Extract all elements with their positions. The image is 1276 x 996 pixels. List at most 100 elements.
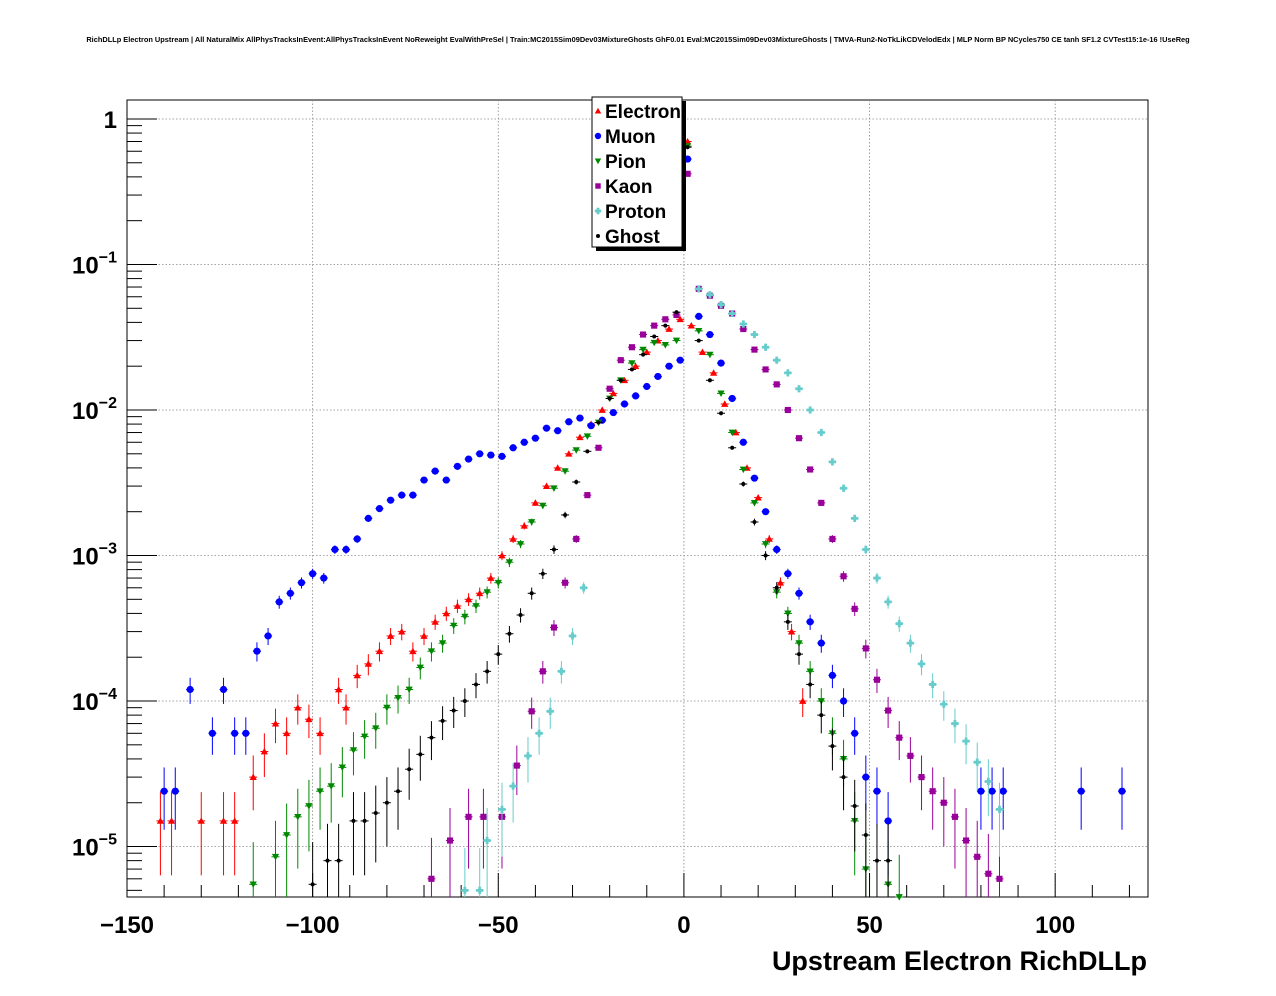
kaon-point	[584, 492, 591, 499]
pion-point	[550, 485, 558, 492]
electron-point	[453, 602, 462, 609]
pion-point	[438, 640, 447, 647]
ghost-point	[785, 619, 790, 624]
muon-point	[531, 434, 540, 442]
kaon-point	[428, 875, 435, 882]
electron-point	[219, 817, 228, 824]
muon-point	[242, 729, 250, 737]
proton-point	[862, 545, 870, 554]
ghost-point	[629, 367, 634, 372]
y-tick-label: 1	[104, 107, 117, 134]
proton-point	[568, 632, 577, 640]
electron-point	[442, 609, 450, 617]
proton-point	[951, 719, 959, 728]
proton-point	[476, 886, 484, 894]
pion-point	[639, 346, 647, 354]
muon-point	[487, 451, 495, 459]
muon-point	[851, 729, 859, 737]
muon-point	[817, 639, 825, 647]
kaon-point	[807, 466, 814, 473]
proton-point	[717, 301, 725, 309]
pion-point	[739, 466, 747, 474]
proton-point	[906, 639, 914, 647]
ghost-point	[685, 145, 690, 150]
proton-point	[546, 707, 554, 715]
muon-point	[761, 508, 770, 516]
kaon-point	[513, 762, 520, 769]
legend-label-ghost: Ghost	[605, 227, 661, 248]
proton-point	[535, 729, 543, 737]
proton-point	[817, 428, 825, 437]
electron-point	[197, 817, 205, 824]
kaon-point	[951, 813, 958, 820]
muon-point	[286, 589, 294, 597]
ghost-point	[373, 811, 378, 816]
x-tick-label: −50	[478, 912, 519, 939]
muon-point	[784, 570, 792, 578]
proton-series	[460, 285, 1004, 897]
ghost-point	[696, 338, 701, 343]
muon-point	[750, 474, 759, 482]
y-tick-label: 10−4	[72, 686, 117, 716]
muon-point	[264, 632, 272, 640]
muon-point	[977, 787, 985, 795]
muon-point	[620, 400, 629, 408]
proton-point	[784, 369, 792, 377]
electron-series	[156, 137, 807, 876]
ghost-point	[462, 699, 467, 704]
grid-lines	[127, 100, 1148, 897]
muon-point	[739, 438, 747, 446]
muon-point	[275, 598, 283, 606]
legend: Electron Muon Pion Kaon Proton Ghost	[591, 96, 686, 251]
muon-point	[171, 787, 179, 795]
kaon-point	[617, 357, 624, 364]
legend-label-pion: Pion	[605, 152, 646, 173]
muon-point	[706, 330, 714, 339]
pion-point	[761, 541, 770, 548]
proton-point	[509, 782, 517, 790]
pion-point	[472, 603, 480, 610]
muon-point	[219, 685, 228, 694]
electron-point	[487, 574, 495, 581]
muon-point	[717, 359, 725, 367]
electron-point	[665, 325, 673, 332]
pion-point	[784, 610, 792, 618]
x-tick-label: 0	[677, 912, 690, 939]
ghost-point	[529, 591, 534, 596]
muon-point	[632, 392, 640, 400]
pion-point	[672, 337, 681, 345]
electron-point	[787, 627, 796, 635]
kaon-point	[818, 499, 825, 506]
x-tick-label: −100	[286, 912, 340, 939]
proton-point	[498, 805, 506, 813]
kaon-point	[740, 325, 747, 333]
pion-point	[717, 390, 725, 398]
electron-point	[249, 773, 257, 780]
kaon-point	[673, 311, 680, 319]
muon-point	[509, 444, 517, 452]
proton-point	[695, 285, 703, 293]
kaon-point	[595, 444, 602, 451]
electron-point	[542, 482, 551, 489]
kaon-point	[539, 668, 546, 675]
ghost-point	[518, 613, 523, 618]
muon-point	[387, 496, 395, 504]
proton-point	[483, 836, 491, 845]
ghost-point	[507, 631, 512, 636]
electron-point	[687, 322, 695, 329]
pion-point	[427, 648, 436, 655]
proton-point	[773, 356, 781, 364]
electron-point	[565, 450, 573, 457]
muon-point	[431, 467, 439, 475]
electron-point	[476, 589, 484, 597]
y-tick-label: 10−5	[72, 832, 117, 862]
muon-point	[988, 787, 996, 795]
electron-point	[643, 348, 651, 355]
proton-point	[929, 680, 937, 689]
proton-point	[761, 343, 770, 351]
kaon-point	[446, 837, 454, 844]
pion-point	[895, 894, 903, 901]
muon-point	[576, 414, 584, 422]
ghost-point	[719, 411, 724, 416]
pion-point	[806, 668, 814, 675]
